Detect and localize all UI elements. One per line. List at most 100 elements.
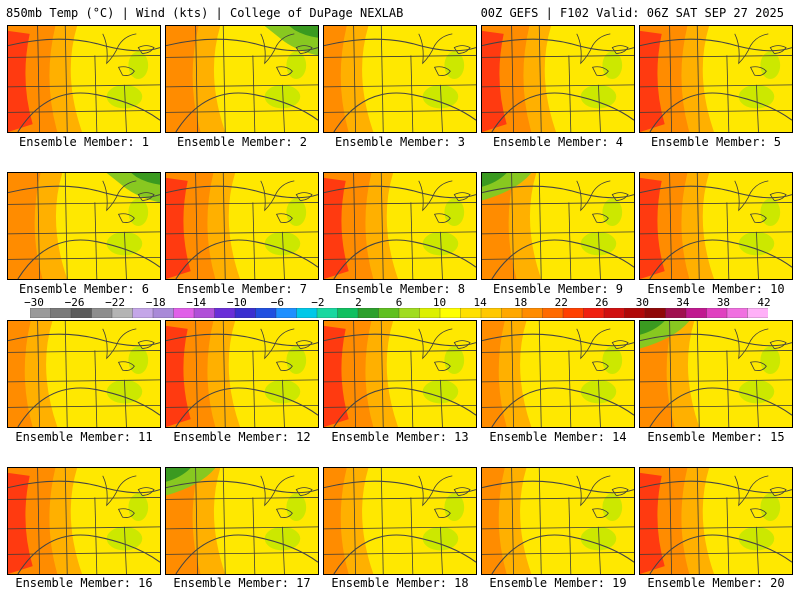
ensemble-member-label: Ensemble Member: 20 (647, 576, 785, 590)
colorbar-cell (70, 308, 93, 318)
colorbar-cell (583, 308, 605, 318)
colorbar-tick-label: 14 (473, 296, 487, 309)
ensemble-member-label: Ensemble Member: 17 (173, 576, 311, 590)
colorbar-tick-label: 18 (514, 296, 528, 309)
colorbar-tick-label: −30 (24, 296, 44, 309)
colorbar-cell (111, 308, 134, 318)
colorbar-tick-label: 34 (676, 296, 690, 309)
colorbar-cell (603, 308, 626, 318)
colorbar-tick-label: 22 (554, 296, 568, 309)
colorbar-tick-label: 6 (395, 296, 403, 309)
colorbar-cell (521, 308, 544, 318)
ensemble-member-label: Ensemble Member: 4 (492, 135, 624, 149)
ensemble-member-label: Ensemble Member: 12 (173, 430, 311, 444)
ensemble-member-map (481, 467, 635, 575)
colorbar-cell (30, 308, 52, 318)
colorbar-tick-label: −10 (226, 296, 247, 309)
temperature-map (8, 26, 160, 132)
ensemble-member-label: Ensemble Member: 14 (489, 430, 627, 444)
ensemble-member-map (481, 25, 635, 133)
ensemble-member-map (7, 320, 161, 428)
colorbar-tick-label: 30 (635, 296, 649, 309)
temperature-map (166, 173, 318, 279)
colorbar-cell (624, 308, 646, 318)
colorbar-cell (91, 308, 113, 318)
ensemble-member-label: Ensemble Member: 11 (15, 430, 153, 444)
colorbar-cell (398, 308, 421, 318)
ensemble-member-label: Ensemble Member: 6 (18, 282, 150, 296)
colorbar-cell (562, 308, 585, 318)
colorbar-cell (665, 308, 687, 318)
temperature-colorbar (30, 308, 768, 318)
ensemble-member-map (323, 320, 477, 428)
temperature-map (640, 468, 792, 574)
temperature-map (8, 321, 160, 427)
ensemble-member-map (639, 467, 793, 575)
ensemble-member-label: Ensemble Member: 2 (176, 135, 308, 149)
colorbar-cell (460, 308, 482, 318)
colorbar-cell (685, 308, 708, 318)
colorbar-cell (644, 308, 667, 318)
colorbar-tick-label: −26 (64, 296, 85, 309)
temperature-map (166, 468, 318, 574)
ensemble-member-label: Ensemble Member: 3 (334, 135, 466, 149)
colorbar-cell (337, 308, 359, 318)
ensemble-member-map (7, 172, 161, 280)
colorbar-tick-label: −22 (105, 296, 126, 309)
temperature-map (8, 173, 160, 279)
temperature-map (640, 321, 792, 427)
colorbar-cell (316, 308, 339, 318)
colorbar-cell (726, 308, 749, 318)
temperature-map (166, 26, 318, 132)
colorbar-cell (357, 308, 380, 318)
ensemble-member-map (7, 25, 161, 133)
colorbar-tick-label: 26 (595, 296, 609, 309)
ensemble-member-map (165, 25, 319, 133)
colorbar-cell (173, 308, 195, 318)
temperature-map (324, 173, 476, 279)
ensemble-member-label: Ensemble Member: 7 (176, 282, 308, 296)
ensemble-member-map (165, 172, 319, 280)
colorbar-tick-label: 38 (716, 296, 731, 309)
temperature-map (324, 468, 476, 574)
ensemble-member-map (481, 320, 635, 428)
ensemble-member-map (323, 172, 477, 280)
ensemble-member-label: Ensemble Member: 18 (331, 576, 469, 590)
temperature-map (640, 26, 792, 132)
ensemble-member-map (481, 172, 635, 280)
colorbar-cell (255, 308, 277, 318)
temperature-map (640, 173, 792, 279)
colorbar-cell (193, 308, 216, 318)
colorbar-cell (542, 308, 564, 318)
colorbar-tick-label: 42 (757, 296, 771, 309)
colorbar-cell (275, 308, 298, 318)
colorbar-cell (480, 308, 503, 318)
colorbar-cell (419, 308, 441, 318)
ensemble-member-map (323, 467, 477, 575)
ensemble-member-map (7, 467, 161, 575)
temperature-map (8, 468, 160, 574)
ensemble-member-label: Ensemble Member: 5 (650, 135, 782, 149)
temperature-map (324, 26, 476, 132)
colorbar-cell (296, 308, 318, 318)
colorbar-cell (214, 308, 236, 318)
ensemble-member-map (639, 172, 793, 280)
colorbar-cell (501, 308, 523, 318)
temperature-map (482, 173, 634, 279)
temperature-map (324, 321, 476, 427)
colorbar-tick-label: −2 (311, 296, 325, 309)
ensemble-member-label: Ensemble Member: 8 (334, 282, 466, 296)
colorbar-cell (132, 308, 154, 318)
ensemble-member-label: Ensemble Member: 15 (647, 430, 785, 444)
colorbar-tick-label: −6 (270, 296, 284, 309)
colorbar-cell (747, 308, 768, 318)
colorbar-tick-label: −18 (145, 296, 166, 309)
colorbar-cell (706, 308, 728, 318)
ensemble-member-label: Ensemble Member: 16 (15, 576, 153, 590)
ensemble-member-label: Ensemble Member: 13 (331, 430, 469, 444)
colorbar-cell (378, 308, 400, 318)
colorbar-tick-label: 2 (355, 296, 362, 309)
ensemble-member-map (323, 25, 477, 133)
map-title: 850mb Temp (°C) | Wind (kts) | College o… (6, 6, 404, 20)
ensemble-member-label: Ensemble Member: 1 (18, 135, 150, 149)
